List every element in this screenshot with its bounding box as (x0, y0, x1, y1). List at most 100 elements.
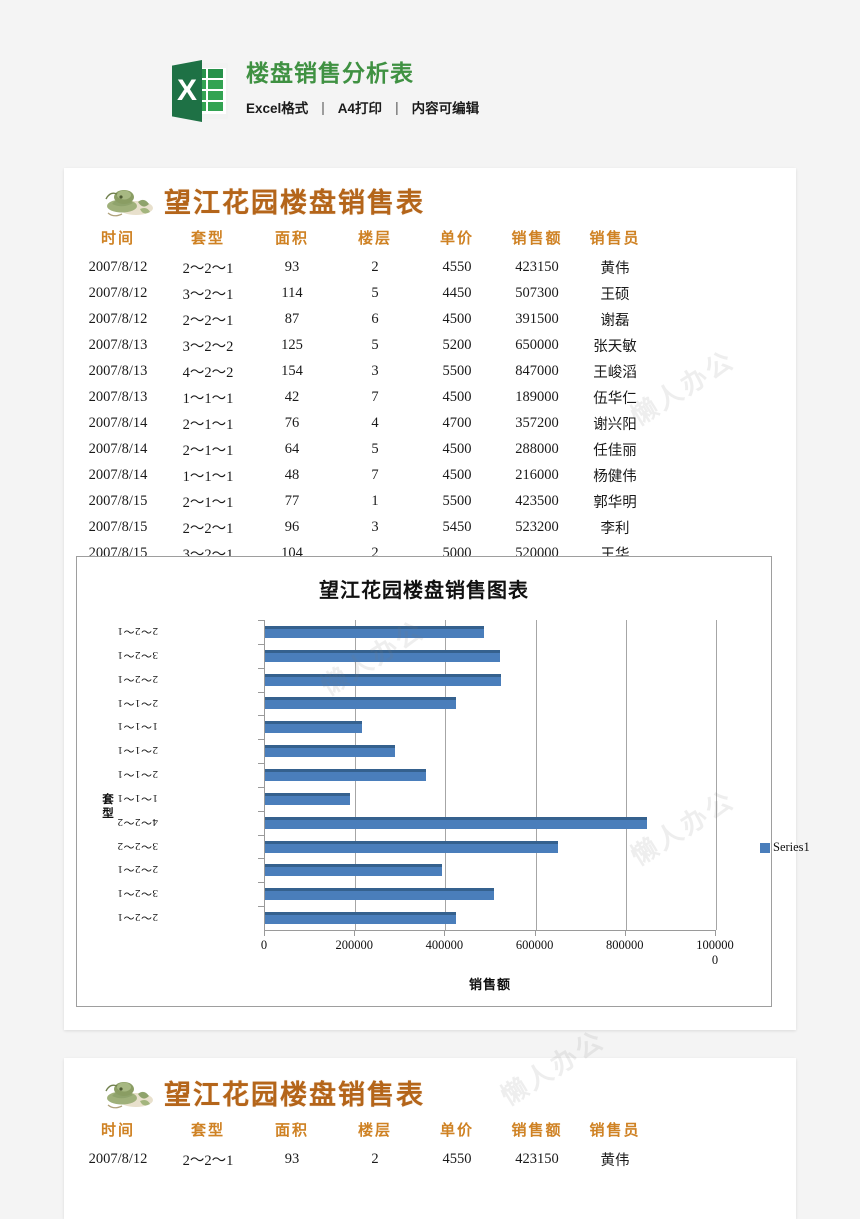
cell-date: 2007/8/15 (88, 492, 148, 509)
excel-file-icon: X (172, 60, 228, 122)
chart-y-axis-title: 套型 (102, 792, 114, 820)
cell-floor: 7 (371, 388, 379, 405)
chart-y-tick (258, 858, 264, 882)
chart-bar (265, 745, 395, 758)
chart-bar (265, 697, 456, 710)
sales-table-bottom: 时间 套型 面积 楼层 单价 销售额 销售员 2007/8/12 2～2～1 93 2… (72, 1114, 652, 1172)
legend-swatch-icon (760, 842, 770, 853)
cell-floor: 7 (371, 466, 379, 483)
cell-type: 3～2～1 (182, 286, 234, 303)
cell-type: 2～2～1 (182, 260, 234, 277)
cell-area: 64 (284, 440, 300, 457)
cell-price: 4700 (442, 414, 472, 431)
chart-x-tick-label: 0 (260, 938, 268, 952)
cell-floor: 3 (371, 518, 379, 535)
table-row: 2007/8/13 3～2～2 125 5 5200 650000 张天敏 (72, 332, 652, 358)
cell-price: 4550 (442, 258, 472, 275)
chart-x-tick (444, 930, 446, 936)
chart-x-tick-label-overflow: 0 (711, 953, 719, 967)
chart-bar (265, 625, 484, 638)
cell-price: 4500 (442, 440, 472, 457)
table-header-row: 时间 套型 面积 楼层 单价 销售额 销售员 (72, 222, 652, 254)
col-header-area: 面积 (274, 1121, 309, 1139)
cell-sales: 423150 (515, 1150, 559, 1167)
sheet-title-row-bottom: 望江花园楼盘销售表 (64, 1070, 796, 1114)
chart-bar-row (265, 906, 715, 930)
cell-sales: 650000 (515, 336, 559, 353)
cell-seller: 伍华仁 (593, 390, 637, 407)
chart-y-tickmarks (258, 620, 264, 930)
cell-date: 2007/8/12 (88, 284, 148, 301)
table-row: 2007/8/12 2～2～1 93 2 4550 423150 黄伟 (72, 254, 652, 280)
chart-gridline (716, 620, 717, 930)
cell-area: 87 (284, 310, 300, 327)
chart-gridline (535, 620, 537, 930)
col-header-price: 单价 (439, 229, 474, 247)
chart-bar (265, 673, 501, 686)
cell-type: 3～2～2 (182, 338, 234, 355)
cell-area: 93 (284, 1150, 300, 1167)
chart-x-tick (264, 930, 265, 936)
sheet-title-row: 望江花园楼盘销售表 (64, 178, 796, 222)
cell-sales: 847000 (515, 362, 559, 379)
table-row: 2007/8/12 2～2～1 93 2 4550 423150 黄伟 (72, 1146, 652, 1172)
chart-bar-row (265, 835, 715, 859)
cell-floor: 1 (371, 492, 379, 509)
col-header-sales: 销售额 (511, 1121, 563, 1139)
chart-bar (265, 792, 351, 805)
legend-label: Series1 (773, 840, 810, 854)
chart-bar (265, 864, 442, 877)
chart-bar-row (265, 668, 715, 692)
cell-price: 4450 (442, 284, 472, 301)
table-row: 2007/8/14 2～1～1 76 4 4700 357200 谢兴阳 (72, 410, 652, 436)
chart-y-tick (258, 691, 264, 716)
header-texts: 楼盘销售分析表 Excel格式 | A4打印 | 内容可编辑 (246, 58, 479, 117)
cell-sales: 423150 (515, 258, 559, 275)
cell-price: 5500 (442, 492, 472, 509)
chart-y-tick (258, 906, 264, 930)
col-header-seller: 销售员 (589, 1121, 641, 1139)
cell-floor: 3 (371, 362, 379, 379)
cell-sales: 216000 (515, 466, 559, 483)
cell-price: 5500 (442, 362, 472, 379)
col-header-type: 套型 (190, 1121, 225, 1139)
table-row: 2007/8/14 2～1～1 64 5 4500 288000 任佳丽 (72, 436, 652, 462)
table-row: 2007/8/13 1～1～1 42 7 4500 189000 伍华仁 (72, 384, 652, 410)
col-header-seller: 销售员 (589, 229, 641, 247)
chart-category-label: 2～2～1 (117, 863, 158, 876)
cell-seller: 杨健伟 (593, 468, 637, 485)
cell-floor: 6 (371, 310, 379, 327)
cell-area: 125 (281, 336, 303, 353)
meta-editable: 内容可编辑 (411, 101, 480, 116)
cell-area: 114 (281, 284, 303, 301)
cell-type: 2～2～1 (182, 520, 234, 537)
cell-date: 2007/8/13 (88, 336, 148, 353)
chart-x-tick (534, 930, 536, 936)
cell-type: 1～1～1 (182, 468, 234, 485)
chart-bar (265, 816, 647, 829)
cell-area: 42 (284, 388, 300, 405)
chart-category-label: 2～2～1 (117, 624, 158, 637)
chart-y-tick (258, 667, 264, 692)
cell-price: 4500 (442, 310, 472, 327)
sheet-title-bottom: 望江花园楼盘销售表 (164, 1079, 425, 1111)
chart-x-tick-label: 600000 (515, 938, 554, 952)
chart-y-tick (258, 882, 264, 906)
chart-bar (265, 888, 494, 901)
chart-bar (265, 840, 559, 853)
col-header-type: 套型 (190, 229, 225, 247)
col-header-date: 时间 (100, 229, 135, 247)
chart-category-labels: 2～2～1 3～2～1 2～2～1 2～1～1 1～1～1 2～1～1 2～1～1 1～1～1… (117, 620, 260, 930)
chart-bar-row (265, 644, 715, 668)
chart-y-tick (258, 763, 264, 787)
chart-x-axis-line (264, 930, 716, 931)
chart-x-tick-label: 800000 (606, 938, 644, 952)
cell-floor: 2 (371, 544, 379, 561)
chart-x-tick (624, 930, 626, 936)
chart-y-tick (258, 739, 264, 763)
chart-category-label: 2～1～1 (117, 696, 158, 709)
chart-category-label: 3～2～2 (117, 839, 158, 852)
cell-type: 2～1～1 (182, 416, 234, 433)
table-row: 2007/8/12 2～2～1 87 6 4500 391500 谢磊 (72, 306, 652, 332)
chart-title: 望江花园楼盘销售图表 (319, 578, 529, 602)
